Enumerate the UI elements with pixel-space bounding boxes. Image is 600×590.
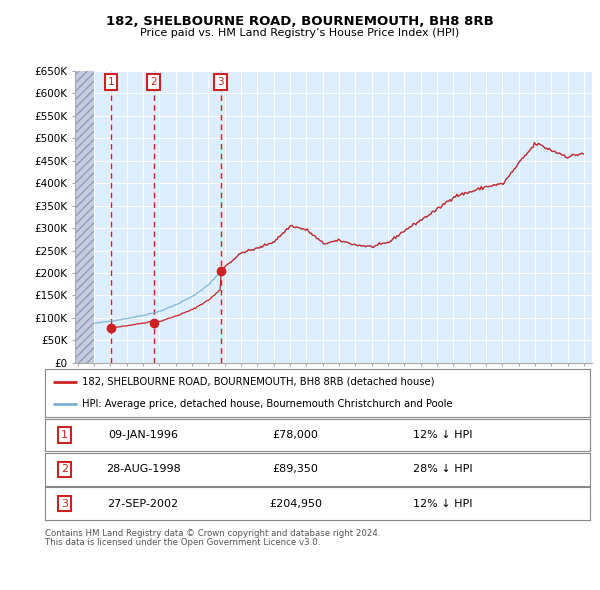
Text: 182, SHELBOURNE ROAD, BOURNEMOUTH, BH8 8RB: 182, SHELBOURNE ROAD, BOURNEMOUTH, BH8 8… (106, 15, 494, 28)
Text: 1: 1 (107, 77, 114, 87)
Text: 28% ↓ HPI: 28% ↓ HPI (413, 464, 473, 474)
Text: Price paid vs. HM Land Registry’s House Price Index (HPI): Price paid vs. HM Land Registry’s House … (140, 28, 460, 38)
Text: 182, SHELBOURNE ROAD, BOURNEMOUTH, BH8 8RB (detached house): 182, SHELBOURNE ROAD, BOURNEMOUTH, BH8 8… (82, 377, 434, 387)
Text: 1: 1 (61, 430, 68, 440)
Text: 27-SEP-2002: 27-SEP-2002 (107, 499, 179, 509)
Text: 2: 2 (61, 464, 68, 474)
Text: £78,000: £78,000 (272, 430, 319, 440)
Text: £204,950: £204,950 (269, 499, 322, 509)
Text: 12% ↓ HPI: 12% ↓ HPI (413, 499, 472, 509)
Text: This data is licensed under the Open Government Licence v3.0.: This data is licensed under the Open Gov… (45, 538, 320, 547)
Text: 3: 3 (217, 77, 224, 87)
Text: 09-JAN-1996: 09-JAN-1996 (108, 430, 178, 440)
Text: HPI: Average price, detached house, Bournemouth Christchurch and Poole: HPI: Average price, detached house, Bour… (82, 399, 452, 409)
Text: 2: 2 (151, 77, 157, 87)
Text: £89,350: £89,350 (272, 464, 319, 474)
Bar (75, 71, 94, 363)
Text: 28-AUG-1998: 28-AUG-1998 (106, 464, 181, 474)
Text: 12% ↓ HPI: 12% ↓ HPI (413, 430, 472, 440)
Text: Contains HM Land Registry data © Crown copyright and database right 2024.: Contains HM Land Registry data © Crown c… (45, 529, 380, 537)
Text: 3: 3 (61, 499, 68, 509)
